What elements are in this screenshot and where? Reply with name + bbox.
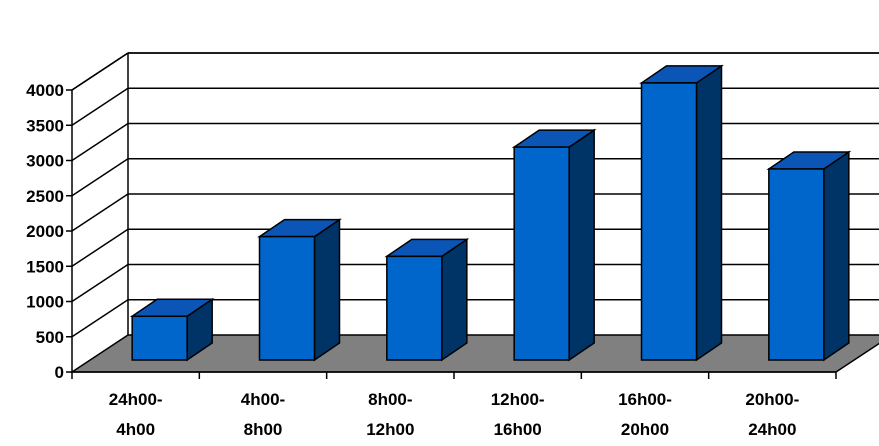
x-tick-label: 4h00- 8h00 bbox=[241, 390, 285, 439]
side-gridline bbox=[71, 158, 129, 197]
bar bbox=[384, 237, 470, 362]
bar bbox=[257, 218, 342, 362]
y-tick-label: 4000 bbox=[26, 81, 64, 100]
chart-walls bbox=[71, 52, 129, 335]
x-tick-label-line: 20h00 bbox=[621, 420, 669, 439]
bars bbox=[129, 64, 852, 362]
x-tick-label-line: 20h00- bbox=[745, 390, 799, 409]
side-gridline bbox=[71, 263, 129, 303]
x-axis-tick-labels: 24h00- 4h00 4h00- 8h00 8h00- 12h00 12h00- 16h00… bbox=[109, 390, 800, 439]
bar-front bbox=[131, 315, 188, 361]
bar bbox=[129, 297, 215, 362]
axes bbox=[66, 89, 837, 379]
side-gridline bbox=[71, 52, 129, 91]
y-tick-label: 2000 bbox=[26, 222, 64, 241]
side-gridline bbox=[71, 193, 129, 232]
y-axis-tick-labels: 0 500 1000 1500 2000 2500 3000 3500 4000 bbox=[26, 81, 64, 382]
x-tick-label-line: 4h00 bbox=[116, 420, 155, 439]
y-tick-label: 500 bbox=[36, 328, 64, 347]
bar-front bbox=[513, 146, 570, 361]
x-tick-label: 16h00- 20h00 bbox=[618, 390, 672, 439]
x-tick-label-line: 8h00- bbox=[368, 390, 412, 409]
bar bbox=[511, 128, 597, 362]
x-tick-label: 24h00- 4h00 bbox=[109, 390, 163, 439]
x-tick-label: 20h00- 24h00 bbox=[745, 390, 799, 439]
bar-side bbox=[823, 150, 850, 362]
x-tick-label-line: 12h00- bbox=[491, 390, 545, 409]
bar-front bbox=[640, 82, 698, 361]
side-gridline bbox=[71, 87, 129, 126]
bar bbox=[639, 64, 724, 362]
bar-side bbox=[313, 218, 341, 362]
bar-front bbox=[386, 255, 443, 361]
x-tick-label-line: 8h00 bbox=[244, 420, 283, 439]
bar-side bbox=[441, 237, 468, 362]
side-gridline bbox=[71, 122, 129, 162]
y-tick-label: 0 bbox=[55, 363, 64, 382]
y-tick-label: 3000 bbox=[26, 152, 64, 171]
y-tick-label: 1000 bbox=[26, 293, 64, 312]
x-tick-label-line: 16h00- bbox=[618, 390, 672, 409]
x-tick-label-line: 12h00 bbox=[366, 420, 414, 439]
bar-side bbox=[568, 128, 595, 362]
bar-front bbox=[768, 168, 825, 361]
bar bbox=[766, 150, 852, 362]
x-tick-label: 12h00- 16h00 bbox=[491, 390, 545, 439]
x-tick-label-line: 24h00- bbox=[109, 390, 163, 409]
x-tick-label: 8h00- 12h00 bbox=[366, 390, 414, 439]
bar-side bbox=[695, 64, 723, 362]
y-tick-label: 2500 bbox=[26, 187, 64, 206]
side-gridline bbox=[71, 299, 129, 338]
bar-front bbox=[258, 235, 316, 361]
y-tick-label: 3500 bbox=[26, 116, 64, 135]
side-gridline bbox=[71, 228, 129, 267]
gridlines bbox=[71, 52, 879, 338]
y-tick-label: 1500 bbox=[26, 257, 64, 276]
x-tick-label-line: 24h00 bbox=[748, 420, 796, 439]
x-tick-label-line: 16h00 bbox=[494, 420, 542, 439]
x-tick-label-line: 4h00- bbox=[241, 390, 285, 409]
